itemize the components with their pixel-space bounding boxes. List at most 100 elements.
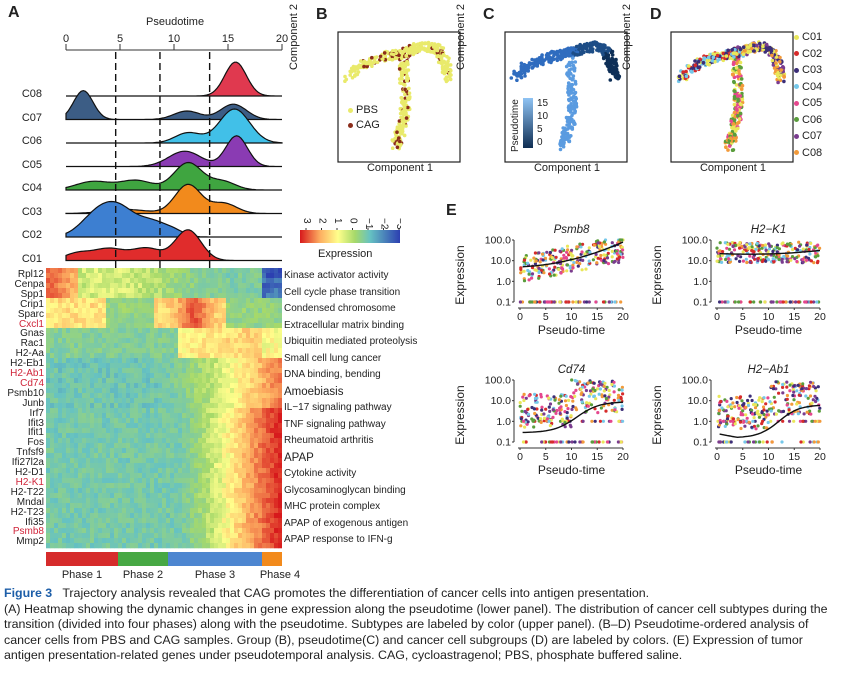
- expression-trend-line: [719, 249, 821, 255]
- expression-point: [725, 246, 729, 250]
- expression-point: [565, 411, 569, 415]
- cell-point: [571, 119, 576, 123]
- cell-point: [402, 133, 407, 138]
- cell-point: [740, 83, 745, 88]
- expression-point: [557, 398, 561, 402]
- expression-point: [550, 440, 555, 444]
- ridge-plot: 0 5 10 15 20: [63, 33, 288, 268]
- phase-bar-segment: [168, 552, 262, 566]
- expression-point: [531, 419, 535, 423]
- cell-point: [748, 49, 752, 54]
- expression-point: [571, 263, 575, 267]
- expression-point: [744, 419, 748, 423]
- cell-point: [370, 55, 374, 60]
- cell-point: [354, 72, 359, 77]
- expression-xlabel: Pseudo-time: [735, 323, 803, 334]
- colorbar-tick-label: −1: [363, 218, 374, 230]
- cell-point: [395, 145, 400, 150]
- cell-point: [401, 67, 406, 71]
- expression-point: [797, 300, 801, 304]
- cell-point: [732, 60, 736, 65]
- expression-point: [522, 258, 527, 262]
- expression-point: [808, 380, 813, 384]
- expression-point: [545, 300, 549, 304]
- ridge-tick-label: 10: [168, 33, 180, 45]
- expression-xtick: 15: [788, 311, 800, 323]
- expression-point: [620, 245, 624, 249]
- phase-bar-segment: [262, 552, 282, 566]
- expression-point: [757, 244, 761, 248]
- heatmap-gene-label: Cxcl1: [18, 318, 44, 330]
- expression-point: [533, 396, 538, 400]
- expression-point: [763, 243, 768, 247]
- ridge-density-c02: [65, 200, 282, 238]
- cell-point: [398, 125, 402, 130]
- expression-point: [774, 412, 778, 416]
- expression-point: [558, 419, 563, 423]
- cell-point: [732, 55, 736, 59]
- expression-point: [816, 259, 820, 263]
- expression-point: [553, 398, 557, 402]
- heatmap-gene-label: Sparc: [17, 308, 44, 320]
- legend-label: C08: [802, 146, 823, 159]
- heatmap-term-label: Condensed chromosome: [284, 303, 396, 314]
- expression-point: [716, 254, 720, 258]
- expression-point: [719, 257, 723, 261]
- expression-xtick: 15: [591, 451, 603, 463]
- cell-point: [568, 110, 573, 114]
- expression-point: [812, 300, 816, 304]
- expression-point: [730, 405, 734, 409]
- expression-point: [781, 419, 785, 423]
- expression-point: [750, 249, 754, 253]
- expression-point: [736, 254, 740, 258]
- heatmap-gene-label: Cenpa: [14, 278, 44, 290]
- expression-point: [800, 387, 804, 391]
- expression-point: [768, 244, 772, 248]
- trajectory-d-legend-item: C01: [794, 31, 822, 43]
- cell-point: [564, 64, 569, 69]
- expression-point: [593, 419, 597, 423]
- cell-point: [610, 56, 614, 61]
- expression-point: [621, 255, 625, 259]
- expression-point: [596, 256, 600, 260]
- expression-xtick: 0: [517, 311, 523, 323]
- expression-point: [728, 419, 733, 423]
- expression-point: [818, 246, 822, 250]
- expression-point: [536, 416, 540, 420]
- expression-point: [788, 383, 792, 387]
- figure-caption: Figure 3 Trajectory analysis revealed th…: [4, 586, 839, 664]
- expression-point: [575, 245, 579, 249]
- expression-point: [747, 420, 751, 424]
- cell-point: [387, 57, 392, 61]
- expression-point: [524, 440, 528, 444]
- expression-point: [581, 440, 585, 444]
- expression-point: [569, 269, 573, 273]
- cell-point: [419, 47, 423, 51]
- expression-point: [718, 241, 722, 245]
- expression-point: [589, 392, 593, 396]
- expression-point: [599, 406, 603, 410]
- expression-point: [530, 266, 535, 270]
- expression-point: [810, 419, 814, 423]
- ridge-density-c06: [66, 108, 283, 144]
- expression-point: [558, 249, 562, 253]
- expression-point: [761, 419, 765, 423]
- expression-point: [772, 395, 776, 399]
- expression-point: [752, 249, 756, 254]
- heatmap-gene-label: Irf7: [29, 407, 44, 419]
- cell-point: [448, 63, 453, 67]
- expression-point: [738, 259, 742, 263]
- cell-point: [615, 71, 619, 76]
- cell-point: [738, 60, 743, 65]
- expression-point: [777, 391, 781, 395]
- expression-xtick: 15: [591, 311, 603, 323]
- expression-point: [548, 409, 552, 413]
- cell-point: [400, 129, 405, 134]
- expression-xtick: 20: [617, 311, 629, 323]
- expression-point: [818, 419, 822, 423]
- expression-point: [777, 257, 781, 262]
- cell-point: [573, 60, 578, 64]
- cell-point: [779, 68, 783, 72]
- expression-point: [740, 244, 744, 248]
- expression-ytick: 100.0: [485, 375, 511, 387]
